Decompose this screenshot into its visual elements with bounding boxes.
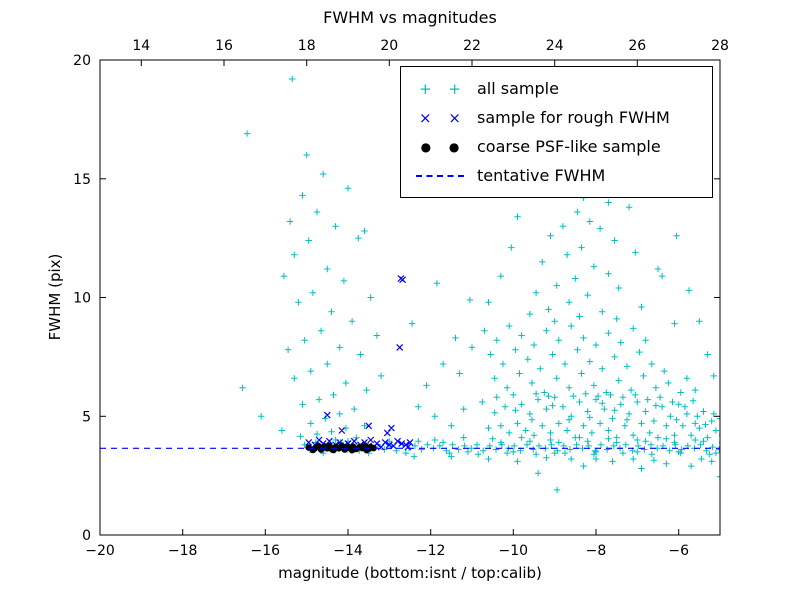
- y-axis-label: FWHM (pix): [46, 253, 64, 341]
- x-top-tick-label: 22: [463, 38, 481, 54]
- legend-item-all-sample: + + all sample: [411, 74, 702, 103]
- dashed-line-icon: [416, 174, 464, 177]
- x-top-tick-label: 16: [215, 38, 233, 54]
- axis-tick-labels: −20 −18 −16 −14 −12 −10 −8 −6 14 16 18 20 22 24 26 28 0 5…: [73, 38, 729, 559]
- y-tick-label: 0: [82, 528, 91, 544]
- axes-frame: [99, 59, 721, 536]
- legend-label: tentative FWHM: [477, 166, 606, 185]
- x-top-tick-label: 18: [298, 38, 316, 54]
- legend-label: all sample: [477, 79, 559, 98]
- x-bottom-tick-label: −16: [251, 543, 281, 559]
- x-bottom-tick-label: −8: [586, 543, 607, 559]
- y-tick-label: 10: [73, 291, 91, 307]
- legend-item-coarse-psf: ● ● coarse PSF-like sample: [411, 132, 702, 161]
- x-top-tick-label: 14: [132, 38, 150, 54]
- legend-item-tentative-fwhm: tentative FWHM: [411, 161, 702, 190]
- x-axis-label: magnitude (bottom:isnt / top:calib): [278, 564, 542, 582]
- legend: + + all sample × × sample for rough FWHM…: [400, 66, 713, 198]
- dot-marker-icon: ● ●: [420, 139, 460, 154]
- y-tick-label: 5: [82, 409, 91, 425]
- chart-title: FWHM vs magnitudes: [323, 8, 497, 27]
- x-bottom-tick-label: −10: [499, 543, 529, 559]
- x-bottom-tick-label: −6: [668, 543, 689, 559]
- x-bottom-tick-label: −18: [168, 543, 198, 559]
- legend-label: sample for rough FWHM: [477, 108, 670, 127]
- x-marker-icon: × ×: [419, 108, 461, 127]
- legend-label: coarse PSF-like sample: [477, 137, 661, 156]
- x-bottom-tick-label: −12: [416, 543, 446, 559]
- x-bottom-tick-label: −14: [333, 543, 363, 559]
- x-top-tick-label: 20: [380, 38, 398, 54]
- x-top-tick-label: 24: [546, 38, 564, 54]
- x-bottom-tick-label: −20: [85, 543, 115, 559]
- x-top-tick-label: 26: [628, 38, 646, 54]
- plus-marker-icon: + +: [419, 79, 461, 98]
- x-top-tick-label: 28: [711, 38, 729, 54]
- y-tick-label: 15: [73, 172, 91, 188]
- scatter-rough-fwhm-sample: [305, 275, 414, 451]
- y-tick-label: 20: [73, 53, 91, 69]
- scatter-coarse-psf-sample: [305, 442, 377, 454]
- legend-item-rough-fwhm: × × sample for rough FWHM: [411, 103, 702, 132]
